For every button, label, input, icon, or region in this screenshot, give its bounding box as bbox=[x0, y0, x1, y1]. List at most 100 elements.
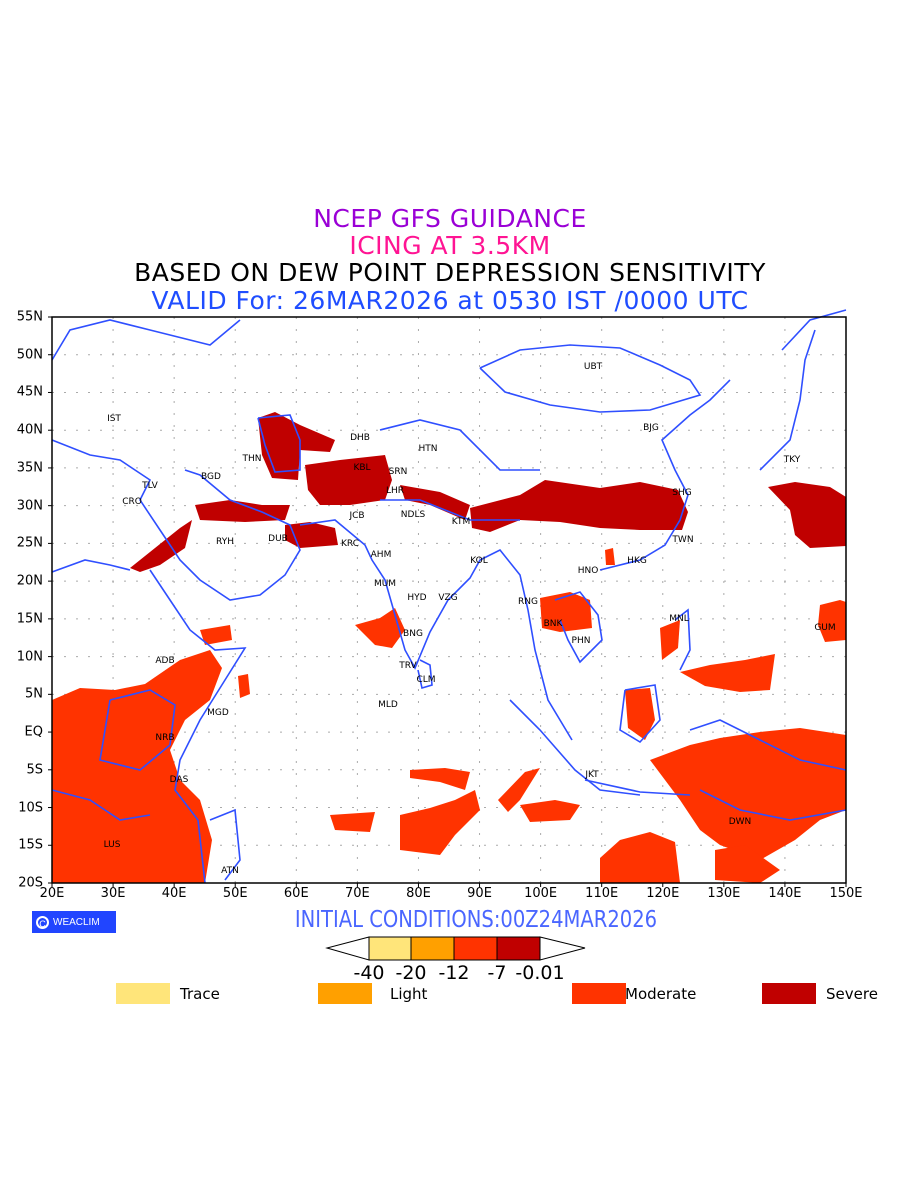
city-label: BJG bbox=[643, 423, 659, 433]
city-label: KTM bbox=[451, 517, 471, 527]
lon-label: 50E bbox=[222, 886, 248, 901]
lon-label: 100E bbox=[524, 886, 558, 901]
initial-conditions: INITIAL CONDITIONS:00Z24MAR2026 bbox=[294, 907, 658, 933]
lon-label: 110E bbox=[585, 886, 619, 901]
city-label: MUM bbox=[373, 579, 397, 589]
city-label: GUM bbox=[814, 623, 836, 633]
icing-area bbox=[768, 482, 846, 548]
city-label: MLD bbox=[378, 700, 398, 710]
icing-area bbox=[195, 500, 290, 522]
city-label: KBL bbox=[353, 463, 371, 473]
icing-area bbox=[238, 674, 250, 698]
city-label: TRV bbox=[399, 661, 417, 671]
icing-area bbox=[540, 592, 592, 632]
icing-area bbox=[355, 608, 405, 648]
badge-text: WEACLIM bbox=[53, 916, 100, 928]
city-label: NDLS bbox=[400, 510, 426, 520]
title-line-3: BASED ON DEW POINT DEPRESSION SENSITIVIT… bbox=[134, 258, 766, 287]
icing-area bbox=[130, 520, 192, 572]
city-label: TKY bbox=[783, 455, 801, 465]
city-label: AHM bbox=[370, 550, 392, 560]
city-label: HTN bbox=[418, 444, 438, 454]
legend-label-light: Light bbox=[390, 985, 428, 1003]
city-label: ATN bbox=[221, 866, 239, 876]
icing-area bbox=[605, 548, 615, 565]
lat-label: 10N bbox=[16, 649, 43, 665]
colorbar bbox=[325, 936, 586, 961]
lat-label: 20S bbox=[18, 875, 43, 891]
city-label: NRB bbox=[155, 733, 175, 743]
icing-area bbox=[660, 620, 680, 660]
icing-area bbox=[600, 832, 680, 883]
lon-label: 80E bbox=[406, 886, 431, 901]
city-label: MGD bbox=[207, 708, 229, 718]
title-line-2: ICING AT 3.5KM bbox=[349, 231, 551, 260]
colorbar-box-moderate bbox=[453, 936, 498, 961]
legend-label-severe: Severe bbox=[826, 985, 878, 1003]
lon-label: 30E bbox=[100, 886, 126, 901]
city-label: JKT bbox=[585, 770, 599, 780]
icing-area bbox=[470, 480, 688, 532]
city-label: BNG bbox=[403, 629, 423, 639]
city-label: RYH bbox=[216, 537, 234, 547]
city-label: LUS bbox=[103, 840, 121, 850]
icing-area bbox=[680, 654, 775, 692]
icing-moderate-areas bbox=[52, 548, 846, 883]
city-label: BGD bbox=[201, 472, 221, 482]
lat-label: 20N bbox=[16, 573, 43, 589]
lat-label: 35N bbox=[16, 460, 43, 476]
icing-area bbox=[520, 800, 580, 822]
legend-swatch-moderate bbox=[572, 983, 626, 1004]
city-label: TLV bbox=[142, 481, 158, 491]
lon-label: 60E bbox=[283, 886, 309, 901]
colorbar-left-arrow bbox=[325, 936, 370, 961]
copyright-icon: C bbox=[36, 915, 49, 929]
icing-area bbox=[498, 768, 540, 812]
city-label: SHG bbox=[672, 488, 692, 498]
icing-area bbox=[400, 485, 470, 520]
icing-area bbox=[330, 812, 375, 832]
weaclim-badge: C WEACLIM bbox=[32, 911, 116, 933]
lon-label: 40E bbox=[161, 886, 187, 901]
icing-area bbox=[715, 845, 780, 883]
icing-area bbox=[305, 455, 392, 505]
lon-label: 140E bbox=[768, 886, 802, 901]
city-label: IST bbox=[107, 414, 121, 424]
legend-swatch-light bbox=[318, 983, 372, 1004]
colorbar-label: -0.01 bbox=[515, 962, 565, 984]
city-label: DWN bbox=[728, 817, 752, 827]
city-label: JCB bbox=[349, 511, 365, 521]
colorbar-label: -40 bbox=[353, 962, 385, 984]
colorbar-box-light bbox=[410, 936, 455, 961]
lon-label: 120E bbox=[646, 886, 680, 901]
icing-area bbox=[400, 790, 480, 855]
city-label: CLM bbox=[416, 675, 436, 685]
city-label: DUB bbox=[268, 534, 288, 544]
lat-label: 5S bbox=[26, 762, 43, 778]
legend-swatch-trace bbox=[116, 983, 170, 1004]
colorbar-label: -7 bbox=[487, 962, 507, 984]
lon-label: 130E bbox=[707, 886, 741, 901]
lon-label: 70E bbox=[344, 886, 370, 901]
lat-label: 40N bbox=[16, 422, 43, 438]
city-label: UBT bbox=[583, 362, 603, 372]
lon-label: 150E bbox=[829, 886, 863, 901]
city-label: SRN bbox=[388, 467, 408, 477]
lon-label: 90E bbox=[467, 886, 492, 901]
city-label: RNG bbox=[518, 597, 538, 607]
colorbar-box-severe bbox=[496, 936, 541, 961]
city-label: LHR bbox=[385, 486, 405, 496]
city-label: BNK bbox=[543, 619, 563, 629]
title-line-1: NCEP GFS GUIDANCE bbox=[313, 204, 587, 233]
city-label: VZG bbox=[438, 593, 458, 603]
city-label: DHB bbox=[350, 433, 370, 443]
lat-label: 5N bbox=[25, 686, 43, 702]
icing-area bbox=[818, 600, 846, 642]
legend-swatch-severe bbox=[762, 983, 816, 1004]
legend-label-moderate: Moderate bbox=[625, 985, 697, 1003]
city-label: HKG bbox=[627, 556, 647, 566]
lat-label: 10S bbox=[18, 800, 43, 816]
lat-label: EQ bbox=[24, 724, 43, 740]
colorbar-label: -12 bbox=[438, 962, 470, 984]
city-label: MNL bbox=[669, 614, 689, 624]
